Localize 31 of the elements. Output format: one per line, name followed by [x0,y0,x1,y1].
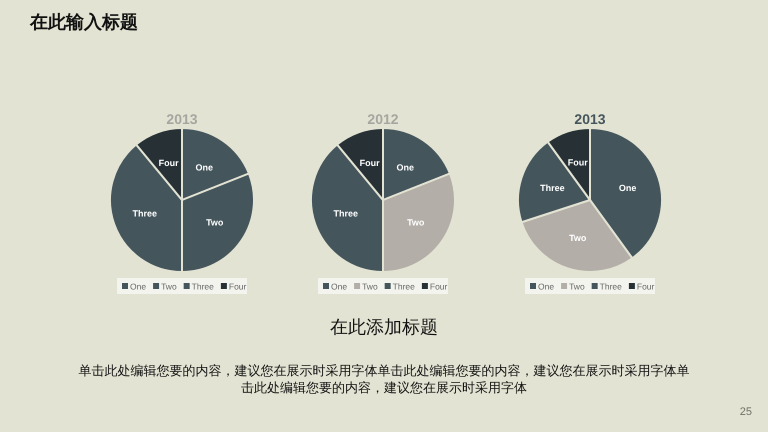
legend-label: Two [161,282,177,292]
text: 在此输入标题 [30,11,138,34]
slice-label: Two [569,232,587,243]
chart-title: 2012 [367,111,399,127]
slice-label: Three [333,208,358,219]
legend-label: Two [362,282,378,292]
slice-label: Two [407,217,425,228]
slice-label: One [396,162,414,172]
legend-label: Four [430,282,448,292]
legend-label: Two [569,282,585,292]
legend-label: Three [392,282,416,292]
slice-label: Three [540,182,565,193]
legend-label: One [331,282,348,292]
slice-label: Two [206,217,224,228]
legend-label: One [538,282,554,292]
slice-label: One [618,182,636,193]
text: 在此添加标题 [329,316,439,339]
legend-label: Three [192,282,214,292]
legend-label: Four [228,282,247,292]
chart-title: 2013 [166,111,198,127]
text: 25 [740,406,752,418]
text: 单击此处编辑您要的内容，建议您在展示时采用字体单击此处编辑您要的内容，建议您在展示时采用字体单击此处编辑您要的内容，建议您在展示时采用字体 [78,362,690,396]
legend-label: Three [600,282,622,292]
slice-label: Three [132,208,157,219]
slice-label: Four [360,158,380,168]
legend-label: Four [636,282,655,292]
slice-label: Four [568,157,588,168]
slice-label: One [196,162,214,172]
legend-label: One [130,282,146,292]
slice-label: Four [158,158,180,168]
chart-title: 2013 [574,111,606,127]
